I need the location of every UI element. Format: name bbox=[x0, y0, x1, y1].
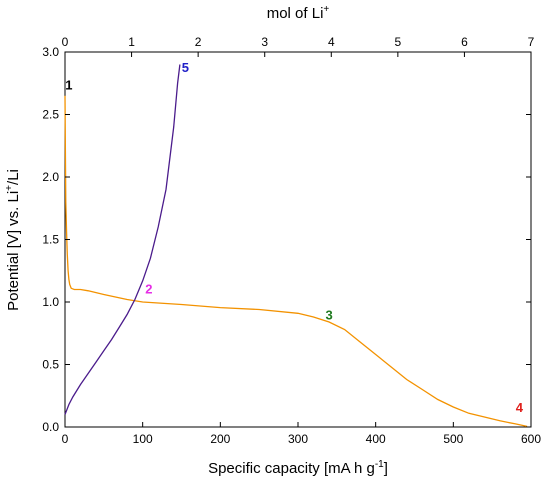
annotation-layer: 1 2 3 4 5 bbox=[65, 60, 523, 415]
y-tick-label: 0.5 bbox=[42, 358, 59, 372]
x-tick-label: 300 bbox=[288, 432, 308, 446]
annotation-label: 5 bbox=[182, 60, 189, 75]
series-layer bbox=[64, 64, 528, 428]
x-tick-label: 500 bbox=[443, 432, 463, 446]
series-line-1 bbox=[64, 64, 181, 415]
x2-tick-label: 1 bbox=[128, 35, 135, 49]
x-tick-label: 0 bbox=[62, 432, 69, 446]
x2-tick-label: 3 bbox=[261, 35, 268, 49]
x2-axis-title: mol of Li+ bbox=[267, 4, 330, 22]
y-tick-label: 3.0 bbox=[42, 45, 59, 59]
y-tick-label: 1.0 bbox=[42, 295, 59, 309]
plot-frame bbox=[64, 51, 532, 428]
annotation-label: 2 bbox=[145, 281, 152, 296]
x2-tick-label: 0 bbox=[62, 35, 69, 49]
x-tick-label: 200 bbox=[210, 432, 230, 446]
ticks-layer: 0 100 200 300 400 500 600 0.0 0.5 1.0 1.5 2.0 2.5 3.0… bbox=[42, 35, 541, 446]
series-line-0 bbox=[64, 95, 528, 428]
annotation-label: 1 bbox=[65, 78, 72, 93]
x2-tick-label: 4 bbox=[328, 35, 335, 49]
y-axis-title: Potential [V] vs. Li+/Li bbox=[4, 169, 22, 311]
annotation-label: 4 bbox=[516, 400, 524, 415]
x2-tick-label: 5 bbox=[395, 35, 402, 49]
x2-tick-label: 6 bbox=[461, 35, 468, 49]
y-tick-label: 2.5 bbox=[42, 108, 59, 122]
y-tick-label: 1.5 bbox=[42, 233, 59, 247]
x-tick-label: 600 bbox=[521, 432, 541, 446]
y-tick-label: 2.0 bbox=[42, 170, 59, 184]
x2-tick-label: 7 bbox=[528, 35, 535, 49]
x-tick-label: 400 bbox=[366, 432, 386, 446]
annotation-label: 3 bbox=[325, 308, 332, 323]
x-tick-label: 100 bbox=[133, 432, 153, 446]
x-axis-title: Specific capacity [mA h g-1] bbox=[208, 459, 388, 477]
y-tick-label: 0.0 bbox=[42, 420, 59, 434]
x2-tick-label: 2 bbox=[195, 35, 202, 49]
